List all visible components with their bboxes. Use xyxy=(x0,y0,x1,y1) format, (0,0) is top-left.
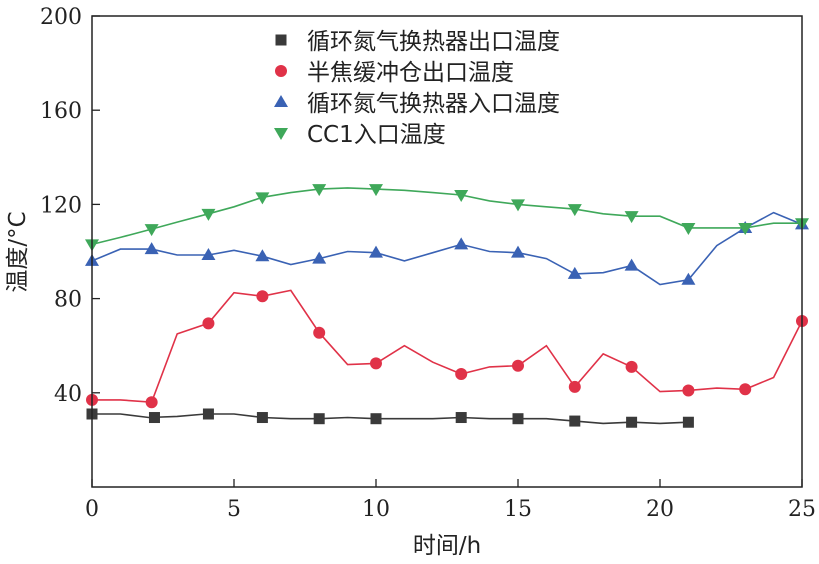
series-1-marker xyxy=(512,413,524,425)
legend-label-1: 循环氮气换热器出口温度 xyxy=(307,29,560,55)
x-tick-label: 20 xyxy=(646,497,674,522)
legend-marker-3 xyxy=(274,95,288,107)
series-2-marker xyxy=(568,380,581,393)
series-4-line xyxy=(91,187,802,246)
series-3-marker xyxy=(624,258,639,271)
series-2-marker xyxy=(370,357,382,370)
series-3-marker xyxy=(681,272,696,285)
series-2-marker xyxy=(739,383,752,396)
series-3-marker xyxy=(511,245,525,258)
series-2-marker xyxy=(202,317,215,330)
series-3-marker xyxy=(201,248,216,261)
series-2-marker xyxy=(682,384,695,397)
series-1-line xyxy=(92,413,689,425)
series-4-marker xyxy=(454,189,469,202)
series-2-marker xyxy=(256,290,269,303)
y-axis-title: 温度/°C xyxy=(5,211,31,292)
series-1-marker xyxy=(313,413,325,425)
y-tick-label: 160 xyxy=(40,99,82,124)
x-tick-label: 15 xyxy=(504,497,532,522)
series-4-marker xyxy=(369,184,383,197)
series-1-marker xyxy=(202,408,214,420)
series-4-marker xyxy=(624,211,639,224)
series-3-marker xyxy=(369,245,383,258)
series-4-marker xyxy=(738,222,753,235)
series-2-marker xyxy=(145,396,158,409)
axes-layer: 0 5 10 15 20 25 40 80 120 160 200 xyxy=(40,5,816,522)
series-3-marker xyxy=(567,266,582,279)
legend-marker-2 xyxy=(275,65,287,77)
series-1-marker xyxy=(370,413,382,425)
series-2-marker xyxy=(625,360,638,373)
series-1-marker xyxy=(148,412,160,424)
series-1-marker xyxy=(256,412,268,424)
series-3-line xyxy=(91,211,803,286)
series-layer xyxy=(85,184,809,428)
series-3-marker xyxy=(312,251,327,264)
series-4-marker xyxy=(144,224,159,237)
legend-marker-4 xyxy=(274,128,288,140)
series-2 xyxy=(86,289,808,409)
x-tick-label: 25 xyxy=(788,497,816,522)
series-4-marker xyxy=(201,208,216,221)
series-2-line xyxy=(92,289,803,404)
x-tick-label: 5 xyxy=(227,497,241,522)
series-2-marker xyxy=(313,326,326,339)
series-3-marker xyxy=(255,249,270,262)
series-1-marker xyxy=(682,416,694,428)
y-tick-label: 80 xyxy=(54,288,82,313)
series-4-marker xyxy=(681,222,696,235)
x-tick-label: 10 xyxy=(362,497,390,522)
legend-marker-1 xyxy=(275,34,287,46)
x-axis-title: 时间/h xyxy=(413,533,481,559)
legend-label-2: 半焦缓冲仓出口温度 xyxy=(307,60,514,86)
legend-label-3: 循环氮气换热器入口温度 xyxy=(307,91,560,117)
legend-label-4: CC1入口温度 xyxy=(307,122,446,148)
series-1-marker xyxy=(626,416,638,428)
series-4-marker xyxy=(511,199,525,212)
y-tick-label: 40 xyxy=(54,382,82,407)
series-2-marker xyxy=(512,359,524,372)
y-tick-label: 200 xyxy=(40,5,82,30)
series-1 xyxy=(86,408,694,428)
series-3-marker xyxy=(454,237,469,250)
plot-frame xyxy=(91,15,803,488)
series-3 xyxy=(85,211,809,286)
series-1-marker xyxy=(455,412,467,424)
series-3-marker xyxy=(144,242,159,255)
series-4-marker xyxy=(255,192,270,205)
series-4-marker xyxy=(567,204,582,217)
series-4 xyxy=(85,184,809,252)
series-4-marker xyxy=(312,184,327,197)
series-1-marker xyxy=(569,415,581,427)
y-tick-label: 120 xyxy=(40,193,82,218)
x-tick-label: 0 xyxy=(85,497,99,522)
series-2-marker xyxy=(455,367,468,380)
